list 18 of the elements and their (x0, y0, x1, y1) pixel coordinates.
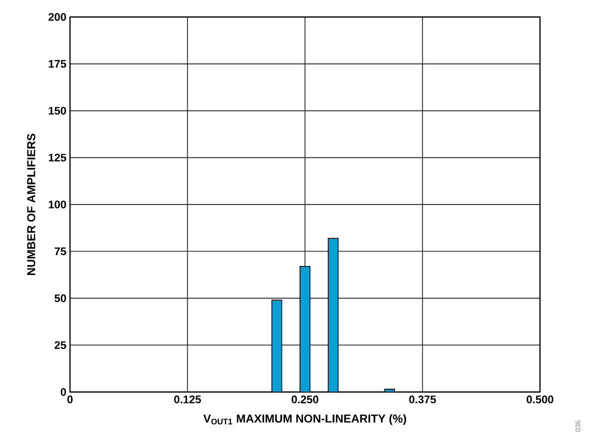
y-tick-label: 175 (48, 60, 66, 68)
y-tick-label: 200 (48, 13, 66, 21)
x-tick-label: 0.125 (174, 396, 201, 404)
y-tick-label: 125 (48, 154, 66, 162)
bar (271, 300, 282, 392)
y-tick-label: 25 (54, 341, 66, 350)
x-tick-label: 0.375 (409, 396, 436, 404)
y-tick-label: 75 (54, 248, 66, 256)
bar (328, 238, 339, 392)
y-tick-label: 100 (48, 200, 66, 208)
x-axis-title: V$_{OUT1}$ MAXIMUM NON-LINEARITY (%) (203, 414, 406, 425)
y-tick-label: 150 (48, 106, 66, 115)
x-tick-label: 0.250 (292, 396, 318, 404)
y-axis-title: NUMBER OF AMPLIFIERS (27, 134, 36, 275)
y-tick-label: 50 (54, 294, 66, 302)
x-tick-label: 0 (67, 396, 73, 404)
y-tick-label: 0 (60, 388, 66, 396)
x-tick-label: 0.500 (526, 396, 554, 404)
